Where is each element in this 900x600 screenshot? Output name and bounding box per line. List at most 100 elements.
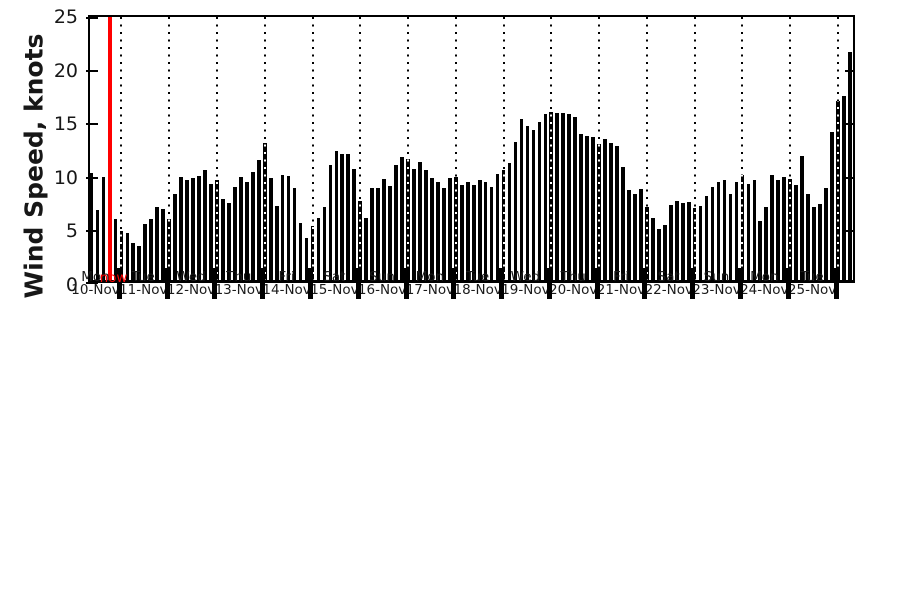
bar <box>370 187 375 280</box>
bar <box>328 165 333 280</box>
y-tick-label: 10 <box>53 166 78 189</box>
bar <box>746 183 751 280</box>
y-tick-label: 0 <box>65 274 78 296</box>
day-label: Tue 25-Nov <box>787 269 837 298</box>
bar <box>794 184 799 280</box>
day-separator-tick <box>785 268 791 299</box>
bar <box>441 187 446 280</box>
day-label: Wed 19-Nov <box>501 269 550 298</box>
bar <box>686 201 691 280</box>
bar <box>830 132 834 280</box>
day-separator-tick <box>690 268 696 299</box>
day-of-week-label: Mon <box>81 269 110 285</box>
day-boundary-gridline <box>454 17 457 280</box>
bar <box>197 176 201 280</box>
bar <box>400 156 404 280</box>
date-label: 22-Nov <box>644 282 693 298</box>
y-tick-label: 5 <box>65 220 78 243</box>
day-boundary-gridline <box>693 17 696 280</box>
day-separator-tick <box>451 268 457 299</box>
day-label: Sat 22-Nov <box>644 269 693 298</box>
bar <box>412 168 416 280</box>
bar <box>561 112 566 280</box>
bar <box>191 178 195 280</box>
day-of-week-label: Thu <box>560 269 586 285</box>
bar <box>537 122 542 280</box>
y-tick-label: 20 <box>53 59 78 82</box>
bar <box>567 113 572 280</box>
day-label: Sun 23-Nov <box>692 270 741 298</box>
bar <box>131 242 136 280</box>
y-tick-mark-left <box>86 230 98 233</box>
day-label: Tue 18-Nov <box>453 269 501 297</box>
date-label: 19-Nov <box>501 282 550 298</box>
bar <box>256 159 261 280</box>
bar <box>734 182 739 280</box>
bar <box>388 185 392 280</box>
day-boundary-gridline <box>645 17 648 280</box>
date-label: 25-Nov <box>787 282 837 298</box>
day-of-week-label: Tue <box>466 269 490 285</box>
day-boundary-gridline <box>359 17 362 280</box>
bar <box>477 180 482 280</box>
date-label: 16-Nov <box>357 282 407 298</box>
bar <box>698 206 703 280</box>
day-label: Mon 17-Nov <box>406 270 454 297</box>
bar <box>531 129 536 280</box>
day-of-week-label: Tue <box>800 269 824 285</box>
bar <box>418 162 422 280</box>
day-of-week-label: Tue <box>131 269 155 285</box>
bar <box>298 223 303 280</box>
bar <box>149 218 154 280</box>
day-of-week-label: Sat <box>657 269 680 285</box>
bar <box>513 141 518 280</box>
bar <box>221 198 225 280</box>
bar <box>382 179 386 280</box>
bar <box>101 177 106 280</box>
bar <box>340 153 345 280</box>
bar <box>459 184 464 280</box>
day-boundary-gridline <box>311 17 314 280</box>
day-boundary-gridline <box>837 17 839 280</box>
day-separator-tick <box>164 268 170 299</box>
day-of-week-label: Wed <box>510 269 541 285</box>
day-label: Wed 12-Nov <box>167 270 215 297</box>
bar <box>322 207 327 280</box>
bar <box>113 218 118 280</box>
date-label: 23-Nov <box>692 282 741 298</box>
day-boundary-gridline <box>168 17 171 280</box>
bar <box>639 188 643 280</box>
day-separator-tick <box>403 268 409 299</box>
bar <box>304 238 309 280</box>
day-separator-tick <box>833 268 839 299</box>
bar <box>483 182 488 280</box>
bar <box>179 177 183 280</box>
bar <box>394 165 398 280</box>
bar <box>543 113 548 280</box>
bar <box>424 169 428 280</box>
day-boundary-gridline <box>502 17 505 280</box>
day-separator-tick <box>546 268 552 299</box>
bar <box>824 187 828 280</box>
y-tick-mark-left <box>86 176 98 179</box>
bar <box>668 205 673 280</box>
now-label: now <box>99 270 128 286</box>
plot-area: Wind Speed, knots 0 5 10 15 20 25 <box>20 6 855 298</box>
y-tick-mark-left <box>86 69 98 72</box>
day-boundary-gridline <box>215 17 218 280</box>
bar <box>250 171 255 280</box>
day-separator-tick <box>212 268 218 299</box>
day-separator-tick <box>116 268 122 299</box>
bar <box>436 182 440 280</box>
day-boundary-gridline <box>598 17 601 280</box>
y-tick-label: 25 <box>53 6 78 28</box>
bar <box>633 194 637 280</box>
date-label: 14-Nov <box>262 282 311 298</box>
bar <box>274 206 279 280</box>
bar <box>244 182 249 280</box>
day-of-week-label: Fri <box>612 269 630 285</box>
bar <box>662 225 667 280</box>
bar <box>752 180 757 280</box>
day-label: Mon 24-Nov <box>740 270 788 297</box>
